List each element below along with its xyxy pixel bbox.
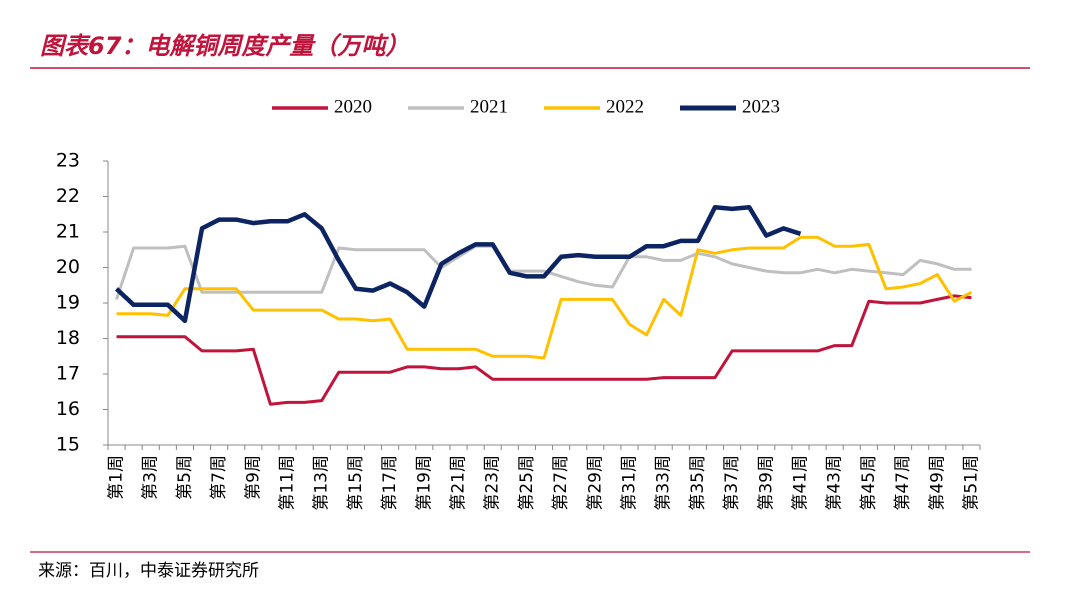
x-tick-label: 第39周 <box>756 455 776 511</box>
x-tick-label: 第35周 <box>688 455 708 511</box>
x-tick-label: 第49周 <box>927 455 947 511</box>
x-tick-label: 第9周 <box>243 455 263 500</box>
legend-label: 2021 <box>470 96 508 117</box>
x-tick-label: 第29周 <box>585 455 605 511</box>
series-line <box>114 204 802 324</box>
y-tick-label: 19 <box>56 292 80 314</box>
series-line <box>116 294 972 406</box>
x-tick-label: 第17周 <box>380 455 400 511</box>
x-tick-label: 第23周 <box>483 455 503 511</box>
x-tick-label: 第7周 <box>209 455 229 500</box>
x-tick-label: 第47周 <box>893 455 913 511</box>
x-tick-label: 第15周 <box>346 455 366 511</box>
legend-label: 2020 <box>334 96 372 117</box>
y-tick-label: 16 <box>56 398 80 420</box>
x-tick-label: 第11周 <box>278 455 298 511</box>
x-tick-label: 第27周 <box>551 455 571 511</box>
series-line <box>115 244 972 300</box>
series-line <box>116 235 973 360</box>
y-tick-label: 22 <box>56 185 80 207</box>
x-tick-label: 第13周 <box>312 455 332 511</box>
x-tick-label: 第1周 <box>107 455 127 500</box>
y-tick-label: 23 <box>56 150 80 172</box>
y-tick-label: 17 <box>56 363 80 385</box>
y-tick-label: 20 <box>56 256 80 278</box>
x-tick-label: 第51周 <box>961 455 981 511</box>
x-tick-label: 第3周 <box>141 455 161 500</box>
y-tick-label: 21 <box>56 221 80 243</box>
source: 来源：百川，中泰证券研究所 <box>38 561 259 581</box>
x-tick-label: 第43周 <box>825 455 845 511</box>
y-tick-label: 15 <box>56 434 80 456</box>
x-tick-label: 第5周 <box>175 455 195 500</box>
x-tick-label: 第25周 <box>517 455 537 511</box>
x-tick-label: 第37周 <box>722 455 742 511</box>
legend-label: 2022 <box>606 96 644 117</box>
y-tick-label: 18 <box>56 327 80 349</box>
chart-title: 图表67：电解铜周度产量（万吨） <box>40 32 409 60</box>
x-tick-label: 第45周 <box>859 455 879 511</box>
x-tick-label: 第21周 <box>449 455 469 511</box>
x-tick-label: 第41周 <box>790 455 810 511</box>
x-tick-label: 第19周 <box>414 455 434 511</box>
legend-label: 2023 <box>742 96 780 117</box>
x-tick-label: 第31周 <box>619 455 639 511</box>
x-tick-label: 第33周 <box>654 455 674 511</box>
